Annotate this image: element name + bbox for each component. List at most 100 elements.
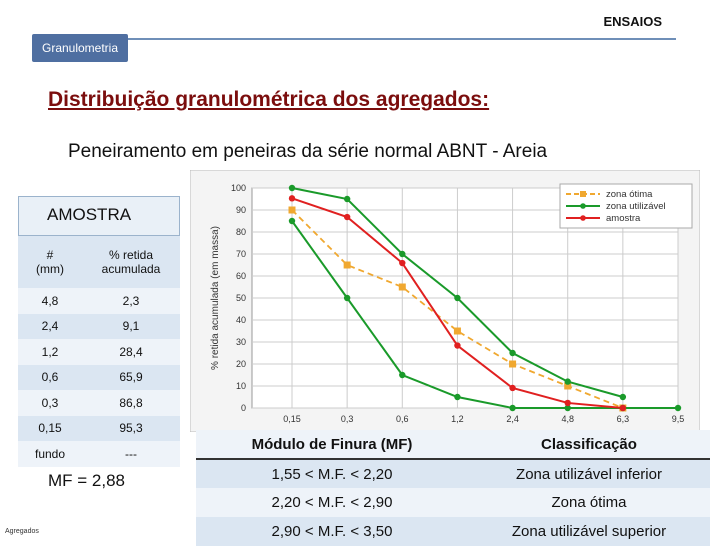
mf-range: 2,20 < M.F. < 2,90: [196, 488, 468, 517]
class-header: Classificação: [468, 430, 710, 460]
sample-table: # (mm) % retida acumulada 4,8 2,3 2,4 9,1 …: [18, 236, 180, 467]
sieve-header-unit: (mm): [36, 262, 64, 276]
pct-cell: 9,1: [82, 313, 180, 339]
legend-label: zona ótima: [606, 189, 653, 200]
fineness-modulus: MF = 2,88: [48, 471, 126, 490]
table-row: 1,55 < M.F. < 2,20 Zona utilizável infer…: [196, 459, 710, 488]
sieve-cell: 0,3: [18, 390, 82, 416]
y-tick-label: 90: [236, 205, 246, 215]
x-tick-label: 0,15: [283, 414, 301, 424]
classification-header: Módulo de Finura (MF) Classificação: [196, 430, 710, 460]
data-point: [288, 206, 296, 214]
data-point: [453, 327, 461, 335]
retained-header: % retida acumulada: [82, 236, 180, 288]
data-point: [343, 261, 351, 269]
data-point: [399, 371, 406, 379]
pct-cell: 28,4: [82, 339, 180, 365]
table-row: 1,2 28,4: [18, 339, 180, 365]
x-tick-label: 9,5: [672, 414, 685, 424]
retained-header-sub: acumulada: [101, 262, 161, 276]
data-point: [564, 382, 572, 390]
x-tick-label: 1,2: [451, 414, 464, 424]
y-tick-label: 60: [236, 271, 246, 281]
pct-cell: 86,8: [82, 390, 180, 416]
data-point: [398, 283, 406, 291]
y-axis-label: % retida acumulada (em massa): [210, 226, 221, 370]
x-tick-label: 0,6: [396, 414, 409, 424]
class-label: Zona ótima: [468, 488, 710, 517]
data-point: [509, 349, 516, 357]
sieve-header: # (mm): [18, 236, 82, 288]
data-point: [564, 404, 571, 412]
sample-title: AMOSTRA: [47, 205, 132, 224]
data-point: [509, 384, 516, 392]
data-point: [619, 404, 627, 412]
page-title: Distribuição granulométrica dos agregado…: [48, 88, 490, 111]
class-label: Zona utilizável superior: [468, 517, 710, 546]
granulometria-tab[interactable]: Granulometria: [32, 34, 128, 62]
data-point: [288, 184, 296, 192]
y-tick-label: 10: [236, 381, 246, 391]
classification-table: Módulo de Finura (MF) Classificação 1,55…: [196, 430, 710, 546]
mf-range: 2,90 < M.F. < 3,50: [196, 517, 468, 546]
y-tick-label: 30: [236, 337, 246, 347]
table-row: 2,4 9,1: [18, 313, 180, 339]
data-point: [454, 294, 461, 302]
y-tick-label: 0: [241, 403, 246, 413]
legend-marker: [580, 203, 586, 209]
sample-table-header: # (mm) % retida acumulada: [18, 236, 180, 288]
y-tick-label: 20: [236, 359, 246, 369]
y-tick-label: 80: [236, 227, 246, 237]
pct-cell: 65,9: [82, 364, 180, 390]
data-point: [343, 195, 351, 203]
data-point: [564, 399, 571, 407]
y-tick-label: 40: [236, 315, 246, 325]
x-tick-label: 0,3: [341, 414, 354, 424]
header-rule: [128, 38, 676, 40]
mf-header: Módulo de Finura (MF): [196, 430, 468, 460]
retained-header-label: % retida: [108, 248, 154, 262]
table-row: 2,90 < M.F. < 3,50 Zona utilizável super…: [196, 517, 710, 546]
sieve-cell: 2,4: [18, 313, 82, 339]
data-point: [399, 250, 406, 258]
x-tick-label: 2,4: [506, 414, 519, 424]
data-point: [343, 213, 351, 221]
pct-cell: 95,3: [82, 415, 180, 441]
table-row: fundo ---: [18, 441, 180, 467]
sieve-header-label: #: [46, 248, 54, 262]
table-row: 0,3 86,8: [18, 390, 180, 416]
class-label: Zona utilizável inferior: [468, 459, 710, 488]
page-subtitle: Peneiramento em peneiras da série normal…: [68, 141, 548, 162]
sieve-cell: 0,15: [18, 415, 82, 441]
legend-marker: [580, 191, 586, 197]
pct-cell: ---: [82, 441, 180, 467]
legend-label: zona utilizável: [606, 201, 666, 212]
legend-marker: [580, 215, 586, 221]
section-label: ENSAIOS: [603, 14, 662, 29]
sieve-cell: fundo: [18, 441, 82, 467]
mf-range: 1,55 < M.F. < 2,20: [196, 459, 468, 488]
grading-chart: 0 10 20 30 40 50 60 70 80 90 100 0,15 0,3 0,6 1,2 2,4 4,…: [190, 170, 700, 432]
x-tick-label: 4,8: [561, 414, 574, 424]
sieve-cell: 1,2: [18, 339, 82, 365]
data-point: [509, 360, 517, 368]
data-point: [399, 259, 406, 267]
table-row: 2,20 < M.F. < 2,90 Zona ótima: [196, 488, 710, 517]
data-point: [509, 404, 516, 412]
table-row: 0,6 65,9: [18, 364, 180, 390]
data-point: [454, 393, 461, 401]
data-point: [564, 378, 571, 385]
data-point: [288, 217, 296, 225]
table-row: 0,15 95,3: [18, 415, 180, 441]
table-row: 4,8 2,3: [18, 288, 180, 314]
sample-title-box: AMOSTRA: [18, 196, 180, 236]
data-point: [674, 404, 682, 412]
sieve-cell: 4,8: [18, 288, 82, 314]
x-tick-label: 6,3: [617, 414, 630, 424]
footer-label: Agregados: [5, 528, 39, 535]
data-point: [343, 294, 351, 302]
y-tick-label: 100: [231, 183, 246, 193]
y-tick-label: 50: [236, 293, 246, 303]
data-point: [454, 342, 461, 349]
sieve-cell: 0,6: [18, 364, 82, 390]
